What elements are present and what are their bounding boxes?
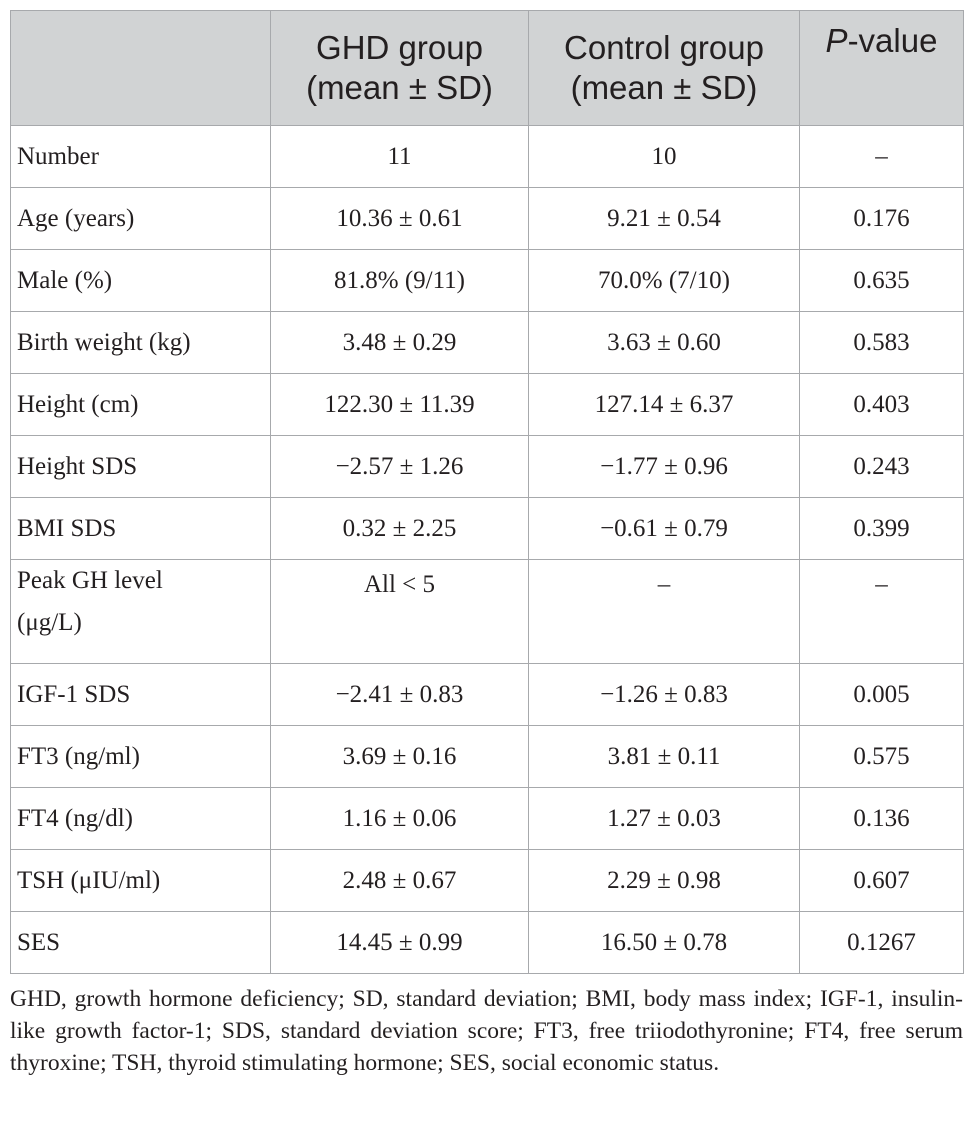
header-ghd-group: GHD group (mean ± SD) xyxy=(270,10,529,126)
ghd-value: 1.16 ± 0.06 xyxy=(270,787,529,850)
ghd-value: −2.41 ± 0.83 xyxy=(270,663,529,726)
table-row: Number 11 10 – xyxy=(10,125,964,188)
row-label: Male (%) xyxy=(10,249,271,312)
p-value: 0.1267 xyxy=(799,911,964,974)
ghd-value: 122.30 ± 11.39 xyxy=(270,373,529,436)
row-label: Height (cm) xyxy=(10,373,271,436)
ghd-value: 2.48 ± 0.67 xyxy=(270,849,529,912)
table-row: Peak GH level (μg/L) All < 5 – – xyxy=(10,559,964,664)
table-header-row: GHD group (mean ± SD) Control group (mea… xyxy=(10,10,964,126)
control-value: 1.27 ± 0.03 xyxy=(528,787,800,850)
ghd-value: 11 xyxy=(270,125,529,188)
characteristics-table: GHD group (mean ± SD) Control group (mea… xyxy=(10,10,964,974)
table-footnote: GHD, growth hormone deficiency; SD, stan… xyxy=(10,986,963,1076)
p-value: 0.005 xyxy=(799,663,964,726)
table-row: Birth weight (kg) 3.48 ± 0.29 3.63 ± 0.6… xyxy=(10,311,964,374)
row-label: FT3 (ng/ml) xyxy=(10,725,271,788)
table-row: Height (cm) 122.30 ± 11.39 127.14 ± 6.37… xyxy=(10,373,964,436)
row-label: Birth weight (kg) xyxy=(10,311,271,374)
row-label: BMI SDS xyxy=(10,497,271,560)
row-label: Height SDS xyxy=(10,435,271,498)
table-row: Male (%) 81.8% (9/11) 70.0% (7/10) 0.635 xyxy=(10,249,964,312)
row-label: SES xyxy=(10,911,271,974)
row-label: TSH (μIU/ml) xyxy=(10,849,271,912)
p-value: 0.403 xyxy=(799,373,964,436)
p-value: 0.575 xyxy=(799,725,964,788)
row-label-line-2: (μg/L) xyxy=(17,609,82,636)
header-control-group: Control group (mean ± SD) xyxy=(528,10,800,126)
p-value: 0.136 xyxy=(799,787,964,850)
control-value: 16.50 ± 0.78 xyxy=(528,911,800,974)
table-row: IGF-1 SDS −2.41 ± 0.83 −1.26 ± 0.83 0.00… xyxy=(10,663,964,726)
control-value: 9.21 ± 0.54 xyxy=(528,187,800,250)
ghd-value: 14.45 ± 0.99 xyxy=(270,911,529,974)
p-value: – xyxy=(799,125,964,188)
row-label: FT4 (ng/dl) xyxy=(10,787,271,850)
row-label-line-1: Peak GH level xyxy=(17,567,163,594)
table-row: SES 14.45 ± 0.99 16.50 ± 0.78 0.1267 xyxy=(10,911,964,974)
ghd-value: 3.48 ± 0.29 xyxy=(270,311,529,374)
control-value: 10 xyxy=(528,125,800,188)
control-value: 70.0% (7/10) xyxy=(528,249,800,312)
ghd-value: −2.57 ± 1.26 xyxy=(270,435,529,498)
header-p-value: P-value xyxy=(799,10,964,126)
control-value: −1.77 ± 0.96 xyxy=(528,435,800,498)
table-row: FT3 (ng/ml) 3.69 ± 0.16 3.81 ± 0.11 0.57… xyxy=(10,725,964,788)
control-value: 2.29 ± 0.98 xyxy=(528,849,800,912)
table-row: BMI SDS 0.32 ± 2.25 −0.61 ± 0.79 0.399 xyxy=(10,497,964,560)
control-value: 3.81 ± 0.11 xyxy=(528,725,800,788)
ghd-value: All < 5 xyxy=(270,559,529,664)
table-row: TSH (μIU/ml) 2.48 ± 0.67 2.29 ± 0.98 0.6… xyxy=(10,849,964,912)
table-row: Height SDS −2.57 ± 1.26 −1.77 ± 0.96 0.2… xyxy=(10,435,964,498)
p-value: 0.635 xyxy=(799,249,964,312)
row-label: Peak GH level (μg/L) xyxy=(10,559,271,664)
p-value: 0.399 xyxy=(799,497,964,560)
row-label: IGF-1 SDS xyxy=(10,663,271,726)
ghd-value: 3.69 ± 0.16 xyxy=(270,725,529,788)
ghd-value: 0.32 ± 2.25 xyxy=(270,497,529,560)
ghd-value: 81.8% (9/11) xyxy=(270,249,529,312)
control-value: −0.61 ± 0.79 xyxy=(528,497,800,560)
control-value: −1.26 ± 0.83 xyxy=(528,663,800,726)
row-label: Age (years) xyxy=(10,187,271,250)
table-row: Age (years) 10.36 ± 0.61 9.21 ± 0.54 0.1… xyxy=(10,187,964,250)
table-row: FT4 (ng/dl) 1.16 ± 0.06 1.27 ± 0.03 0.13… xyxy=(10,787,964,850)
control-value: 3.63 ± 0.60 xyxy=(528,311,800,374)
p-value: 0.607 xyxy=(799,849,964,912)
ghd-value: 10.36 ± 0.61 xyxy=(270,187,529,250)
header-blank-cell xyxy=(10,10,271,126)
p-value: 0.583 xyxy=(799,311,964,374)
control-value: 127.14 ± 6.37 xyxy=(528,373,800,436)
row-label: Number xyxy=(10,125,271,188)
p-value: – xyxy=(799,559,964,664)
p-value: 0.176 xyxy=(799,187,964,250)
control-value: – xyxy=(528,559,800,664)
data-table-container: GHD group (mean ± SD) Control group (mea… xyxy=(10,10,964,974)
p-value: 0.243 xyxy=(799,435,964,498)
